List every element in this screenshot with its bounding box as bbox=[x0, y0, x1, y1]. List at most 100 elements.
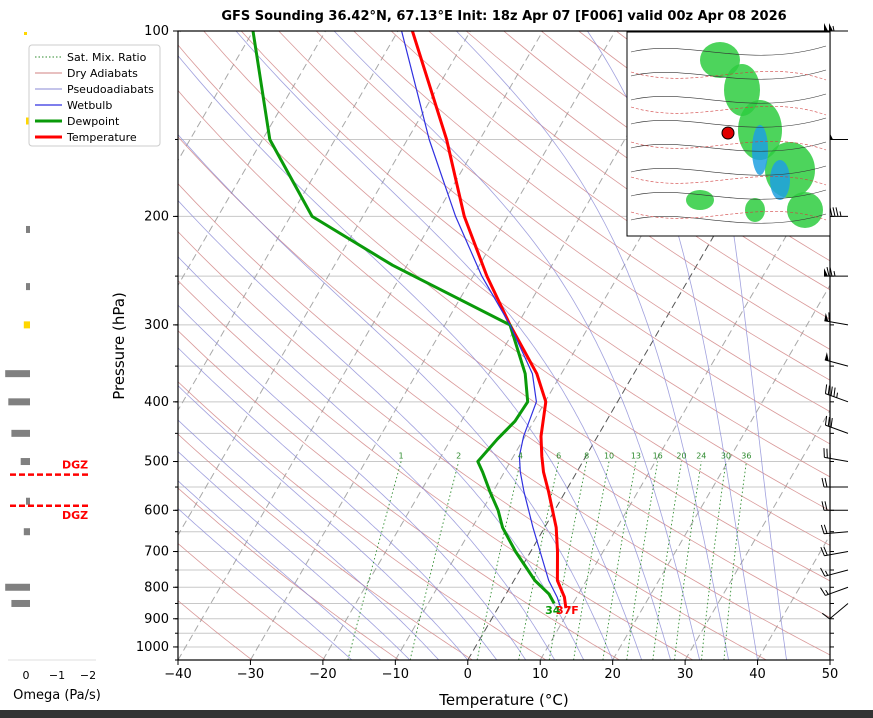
barb-full bbox=[824, 501, 828, 511]
omega-bar bbox=[26, 497, 30, 505]
wind-barb bbox=[821, 477, 848, 488]
mixing-ratio-label: 6 bbox=[556, 452, 561, 461]
barb-shaft bbox=[824, 531, 849, 535]
barb-full bbox=[833, 387, 836, 397]
barb-full bbox=[830, 386, 833, 396]
inset-contour bbox=[630, 189, 827, 200]
pseudoadiabat bbox=[178, 419, 440, 660]
x-tick-label: 10 bbox=[532, 667, 549, 682]
barb-pennant bbox=[824, 23, 828, 31]
barb-pennant bbox=[824, 268, 828, 277]
wind-barb bbox=[824, 23, 848, 32]
omega-bar bbox=[5, 583, 30, 591]
isotherm bbox=[757, 534, 830, 660]
barb-full bbox=[820, 546, 825, 556]
dry-adiabat bbox=[178, 487, 400, 660]
barb-full bbox=[827, 385, 830, 395]
mixing-ratio-line bbox=[674, 461, 702, 660]
mixing-ratio-line bbox=[652, 461, 682, 660]
mixing-ratio-label: 36 bbox=[741, 452, 751, 461]
barb-full bbox=[824, 477, 828, 488]
surface-temperature-label: 37F bbox=[556, 604, 579, 617]
barb-half bbox=[832, 25, 835, 32]
inset-contour bbox=[630, 45, 827, 56]
y-tick-label: 500 bbox=[144, 455, 169, 470]
mixing-ratio-label: 30 bbox=[721, 452, 731, 461]
omega-bar bbox=[20, 458, 30, 466]
barb-shaft bbox=[824, 320, 849, 326]
y-axis-label: Pressure (hPa) bbox=[110, 292, 128, 400]
barb-shaft bbox=[825, 586, 849, 596]
inset-precip bbox=[770, 160, 790, 200]
barb-full bbox=[824, 384, 828, 394]
wind-barb bbox=[821, 501, 848, 511]
omega-bar bbox=[23, 321, 30, 329]
x-tick-label: 30 bbox=[677, 667, 694, 682]
dry-adiabat bbox=[178, 136, 830, 618]
barb-full bbox=[830, 417, 833, 428]
mixing-ratio-label: 4 bbox=[518, 452, 523, 461]
legend: Sat. Mix. Ratio Dry Adiabats Pseudoadiabat… bbox=[28, 44, 161, 147]
y-tick-label: 700 bbox=[144, 545, 169, 560]
mixing-ratio-label: 1 bbox=[399, 452, 404, 461]
barb-pennant bbox=[824, 352, 829, 361]
y-tick-label: 600 bbox=[144, 503, 169, 518]
y-tick-label: 800 bbox=[144, 580, 169, 595]
wind-barb bbox=[820, 524, 849, 535]
mixing-ratio-line bbox=[602, 461, 637, 660]
legend-label: Dry Adiabats bbox=[67, 67, 138, 80]
mixing-ratio-line bbox=[723, 461, 747, 660]
wind-barb bbox=[820, 586, 849, 596]
pseudoadiabat bbox=[235, 31, 671, 660]
pseudoadiabat bbox=[178, 256, 556, 660]
dry-adiabat bbox=[240, 31, 830, 478]
omega-top-marker bbox=[24, 32, 27, 35]
inset-precip bbox=[752, 125, 768, 175]
x-tick-label: −20 bbox=[309, 667, 336, 682]
mixing-ratio-line bbox=[701, 461, 727, 660]
wind-barb bbox=[824, 352, 849, 367]
barb-full bbox=[820, 524, 825, 534]
omega-bar bbox=[8, 398, 31, 406]
wind-barb bbox=[824, 267, 848, 277]
isotherm bbox=[178, 31, 544, 660]
pseudoadiabat bbox=[178, 55, 642, 660]
x-axis-label: Temperature (°C) bbox=[438, 691, 568, 709]
barb-full bbox=[823, 546, 828, 556]
mixing-ratio-line bbox=[409, 461, 460, 660]
wind-barb bbox=[820, 546, 849, 557]
isotherm bbox=[178, 31, 399, 412]
barb-half bbox=[825, 570, 829, 576]
barb-shaft bbox=[824, 551, 849, 557]
barb-shaft bbox=[824, 359, 849, 367]
dry-adiabat bbox=[353, 31, 830, 381]
dry-adiabat bbox=[315, 31, 830, 413]
isotherm bbox=[829, 659, 830, 660]
inset-contour bbox=[630, 117, 827, 128]
wind-barb bbox=[824, 312, 849, 326]
pseudoadiabat bbox=[333, 31, 700, 660]
pseudoadiabat bbox=[178, 347, 498, 660]
mixing-ratio-label: 8 bbox=[584, 452, 589, 461]
pseudoadiabat bbox=[178, 450, 411, 660]
x-tick-label: −10 bbox=[382, 667, 409, 682]
x-tick-label: −40 bbox=[164, 667, 191, 682]
mixing-ratio-line bbox=[573, 461, 610, 660]
dry-adiabat bbox=[178, 542, 326, 660]
plot-frame bbox=[177, 30, 831, 661]
mixing-ratio-line bbox=[626, 461, 659, 660]
barb-half bbox=[836, 392, 838, 398]
mixing-ratio-label: 13 bbox=[631, 452, 641, 461]
omega-bar bbox=[26, 117, 30, 125]
dry-adiabat bbox=[178, 381, 547, 660]
dry-adiabat bbox=[178, 231, 767, 660]
barb-shaft bbox=[824, 569, 849, 577]
dry-adiabat bbox=[178, 279, 694, 660]
dry-adiabat bbox=[178, 433, 473, 660]
inset-contour bbox=[630, 165, 827, 176]
barb-full bbox=[826, 267, 830, 277]
dry-adiabat bbox=[178, 600, 253, 660]
series-dewpoint bbox=[251, 31, 556, 605]
wind-barb bbox=[824, 384, 849, 403]
pseudoadiabat bbox=[178, 480, 382, 660]
